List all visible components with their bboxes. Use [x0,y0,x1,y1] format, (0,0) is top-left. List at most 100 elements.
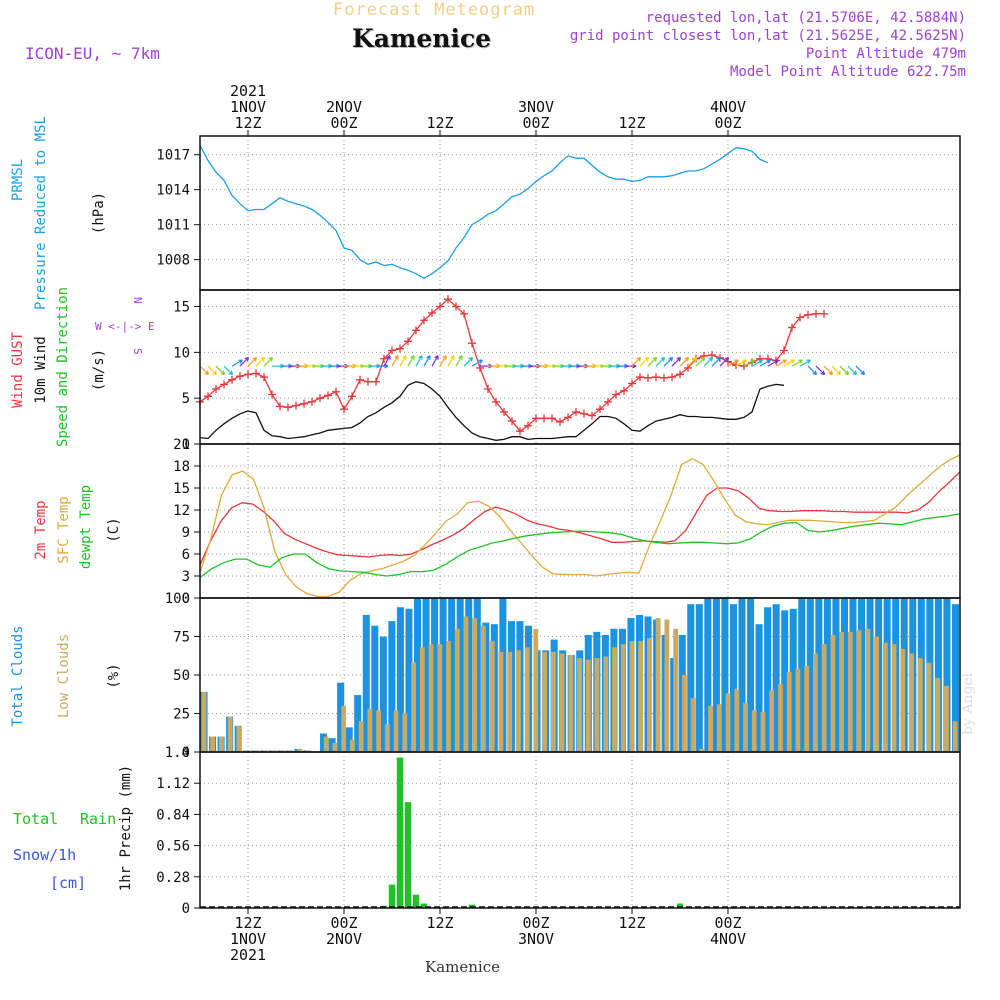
low-cloud-bar [681,675,687,752]
low-cloud-bar [847,631,853,752]
page-title: Kamenice [352,24,492,53]
low-cloud-bar [577,658,582,752]
low-cloud-bar [891,644,897,752]
low-cloud-bar [350,739,355,752]
y-tick-label: 10 [173,345,190,361]
wind-direction-arrow [743,359,755,367]
wind-arrow-head [758,359,763,364]
wind-direction-arrow [463,357,473,367]
y-tick-label: 21 [173,437,190,453]
gust-marker [412,326,420,335]
total-cloud-bar [943,598,951,752]
low-cloud-bar [568,654,574,752]
low-cloud-bar [865,628,871,752]
wind-direction-arrow [695,357,705,367]
wind-arrow-head [798,359,803,364]
total-cloud-bar [337,682,345,752]
wind-direction-arrow [815,365,825,375]
gust-marker [356,375,364,384]
wind-arrow-head [252,357,258,362]
gust-marker [532,414,540,423]
wind-direction-arrow [639,357,649,367]
low-cloud-bar [393,710,399,752]
low-cloud-bar [786,671,792,752]
wind-direction-arrow [231,359,243,367]
low-cloud-bar [935,678,941,752]
low-cloud-bar [428,644,434,752]
wind-direction-arrow [823,365,833,375]
low-cloud-bar [926,662,932,752]
gust-marker [596,405,604,414]
wind-arrow-head [450,355,455,360]
y-tick-label: 0 [182,745,190,761]
gust-marker [308,397,316,406]
gust-marker [628,379,636,388]
low-cloud-bar [550,651,556,752]
wind-arrow-head [410,355,415,360]
low-cloud-bar [218,736,224,752]
gust-marker [668,373,676,382]
low-cloud-bar [716,704,722,752]
wind-direction-arrow [719,357,729,367]
total-cloud-bar [448,598,456,752]
time-label-top: 12Z [618,114,645,132]
wind-arrow-head [790,359,795,364]
low-cloud-bar [655,618,661,752]
low-cloud-bar [559,653,565,752]
gust-marker [508,417,516,426]
wind-direction-arrow [679,357,689,367]
panel-frame [199,135,961,291]
wind-direction-arrow [399,355,407,367]
wind-direction-arrow [647,357,657,367]
total-cloud-bar [764,607,772,752]
low-cloud-bar [795,668,801,752]
requested-coords: requested lon,lat (21.5706E, 42.5884N) [645,10,966,26]
time-label-top: 00Z [522,114,549,132]
low-cloud-bar [751,710,757,752]
wind-arrow-head [220,370,226,376]
wind-direction-arrow [255,357,265,367]
wind-arrow-head [742,359,747,364]
label-hpa-unit: (hPa) [91,192,107,234]
model-label: ICON-EU, ~ 7km [25,44,160,63]
wind-arrow-head [478,359,483,364]
time-label-top: 2021 [230,82,266,100]
y-tick-label: 9 [182,525,190,541]
low-cloud-bar [524,647,530,752]
gust-marker [316,394,324,403]
time-label-bottom: 2NOV [326,930,362,948]
gust-marker [452,302,460,311]
wind-arrow-head [458,355,463,360]
total-cloud-bar [712,598,720,752]
label-2m-temp: 2m Temp [33,500,49,559]
wind-arrow-head [812,370,818,376]
total-cloud-bar [858,598,866,752]
low-cloud-bar [917,658,923,752]
label-prmsl-desc: Pressure Reduced to MSL [33,116,49,310]
total-cloud-bar [704,598,712,752]
low-cloud-bar [874,636,879,752]
gust-marker [300,399,308,408]
total-cloud-bar [951,604,959,752]
gust-marker [332,387,340,396]
gust-marker [660,374,668,382]
gust-marker [244,370,252,379]
low-cloud-bar [839,631,845,752]
total-cloud-bar [405,608,413,752]
series-10m-wind [199,381,785,441]
low-cloud-bar [952,721,958,752]
dir-legend-n: N [131,297,144,304]
total-cloud-bar [422,598,430,752]
label-dewpt-temp: dewpt Temp [78,485,94,569]
label-pct-unit: (%) [106,663,122,688]
y-tick-label: 50 [173,668,190,684]
rain-bar [396,757,404,908]
gust-marker [396,344,404,353]
low-cloud-bar [384,724,390,752]
wind-direction-arrow [767,359,779,367]
wind-arrow-head [260,357,266,362]
wind-direction-arrow [263,357,273,367]
time-label-bottom: 3NOV [518,930,554,948]
time-label-top: 12Z [426,114,453,132]
wind-arrow-head [676,357,682,362]
